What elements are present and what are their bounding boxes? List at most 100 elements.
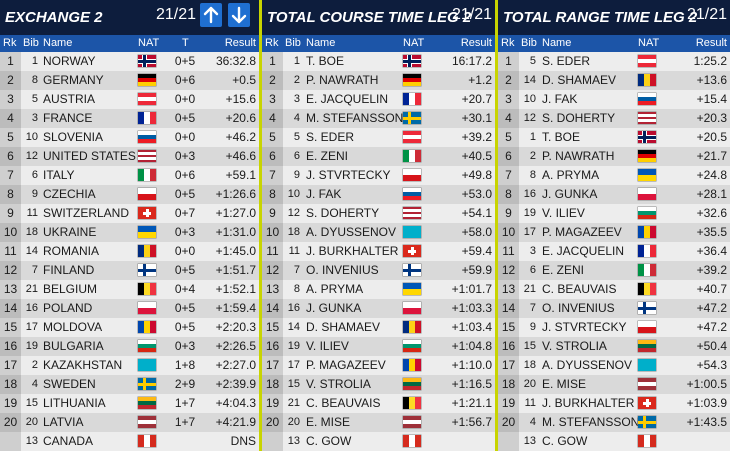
result: +53.0 <box>461 187 492 201</box>
t-penalty: 0+5 <box>174 263 196 277</box>
page-counter: 21/21 <box>686 6 727 23</box>
name: A. DYUSSENOV <box>542 358 633 372</box>
bib: 7 <box>31 264 38 276</box>
result: +39.2 <box>696 263 727 277</box>
result-row: 3 3 E. JACQUELIN +20.7 <box>262 90 495 109</box>
result: +1:00.5 <box>686 377 727 391</box>
flag <box>138 74 156 86</box>
rank-cell-bg <box>498 337 519 356</box>
result: +1:56.7 <box>451 415 492 429</box>
result: +1:26.6 <box>215 187 256 201</box>
rank-cell-bg <box>0 185 21 204</box>
rank: 17 <box>3 358 18 372</box>
flag <box>403 378 421 390</box>
result: +2:27.0 <box>215 358 256 372</box>
rank-cell-bg <box>498 299 519 318</box>
bib: 11 <box>26 207 38 219</box>
rank: 2 <box>269 73 276 87</box>
column-header: Result <box>695 37 727 49</box>
result-row: 13 21 BELGIUM 0+4 +1:52.1 <box>0 280 259 299</box>
column-header-row: Rk Bib Name NAT Result <box>498 35 730 52</box>
rank: 12 <box>3 263 18 277</box>
scroll-up-button[interactable] <box>200 3 222 27</box>
name: UNITED STATES <box>43 149 136 163</box>
result-row: 15 14 D. SHAMAEV +1:03.4 <box>262 318 495 337</box>
result-row: 7 9 J. STVRTECKY +49.8 <box>262 166 495 185</box>
rank-cell-bg <box>262 166 283 185</box>
flag <box>638 188 656 200</box>
bib: 17 <box>287 359 300 371</box>
flag <box>638 283 656 295</box>
rank: 10 <box>3 225 18 239</box>
name: C. BEAUVAIS <box>306 396 381 410</box>
bib: 10 <box>523 93 536 105</box>
t-penalty: 0+7 <box>174 206 196 220</box>
rank-cell-bg <box>0 337 21 356</box>
result-row: 17 17 P. MAGAZEEV +1:10.0 <box>262 356 495 375</box>
bib: 3 <box>293 93 300 105</box>
rank: 16 <box>501 339 516 353</box>
result: +21.7 <box>696 149 727 163</box>
result: +15.6 <box>225 92 256 106</box>
result-row: 5 5 S. EDER +39.2 <box>262 128 495 147</box>
rank: 14 <box>501 301 516 315</box>
rank-cell-bg <box>262 261 283 280</box>
result: +47.2 <box>696 301 727 315</box>
panel-header: EXCHANGE 2 21/21 <box>0 0 259 35</box>
flag <box>138 112 156 124</box>
flag <box>638 226 656 238</box>
result-row: 2 8 GERMANY 0+6 +0.5 <box>0 71 259 90</box>
result-row: 14 16 J. GUNKA +1:03.3 <box>262 299 495 318</box>
rank-cell-bg <box>0 52 21 71</box>
rank: 8 <box>7 187 14 201</box>
bib: 8 <box>31 74 38 86</box>
result-row: 13 C. GOW <box>498 432 730 451</box>
rank: 7 <box>7 168 14 182</box>
result-row: 2 2 P. NAWRATH +1.2 <box>262 71 495 90</box>
bib: 16 <box>25 302 38 314</box>
result: 36:32.8 <box>215 54 256 68</box>
t-penalty: 1+8 <box>174 358 196 372</box>
result: +20.7 <box>461 92 492 106</box>
t-penalty: 0+6 <box>174 168 196 182</box>
column-header: Bib <box>23 37 39 49</box>
rank-cell-bg <box>498 318 519 337</box>
flag <box>403 435 421 447</box>
t-penalty: 0+5 <box>174 187 196 201</box>
result-row: 7 8 A. PRYMA +24.8 <box>498 166 730 185</box>
bib: 5 <box>293 131 300 143</box>
result: +30.1 <box>461 111 492 125</box>
result: +20.3 <box>696 111 727 125</box>
scroll-down-button[interactable] <box>228 3 250 27</box>
flag <box>138 416 156 428</box>
t-penalty: 1+7 <box>174 415 196 429</box>
result-row: 12 7 FINLAND 0+5 +1:51.7 <box>0 261 259 280</box>
name: D. SHAMAEV <box>542 73 617 87</box>
flag <box>638 302 656 314</box>
rank-cell-bg <box>0 318 21 337</box>
rank: 1 <box>505 54 512 68</box>
rank-cell-bg <box>498 413 519 432</box>
result: +1:16.5 <box>451 377 492 391</box>
result-row: 3 5 AUSTRIA 0+0 +15.6 <box>0 90 259 109</box>
rank-cell-bg <box>262 318 283 337</box>
result: +49.8 <box>461 168 492 182</box>
flag <box>403 264 421 276</box>
flag <box>138 93 156 105</box>
t-penalty: 0+0 <box>174 92 196 106</box>
flag <box>403 74 421 86</box>
flag <box>138 150 156 162</box>
result: +2:26.5 <box>215 339 256 353</box>
rank-cell-bg <box>498 204 519 223</box>
result-row: 9 19 V. ILIEV +32.6 <box>498 204 730 223</box>
flag <box>638 321 656 333</box>
result: +1:01.7 <box>451 282 492 296</box>
rank-cell-bg <box>0 128 21 147</box>
result: +2:39.9 <box>215 377 256 391</box>
rank-cell-bg <box>262 147 283 166</box>
flag <box>638 340 656 352</box>
bib: 12 <box>287 207 300 219</box>
t-penalty: 0+0 <box>174 130 196 144</box>
panel-header: TOTAL COURSE TIME LEG 2 21/21 <box>262 0 495 35</box>
